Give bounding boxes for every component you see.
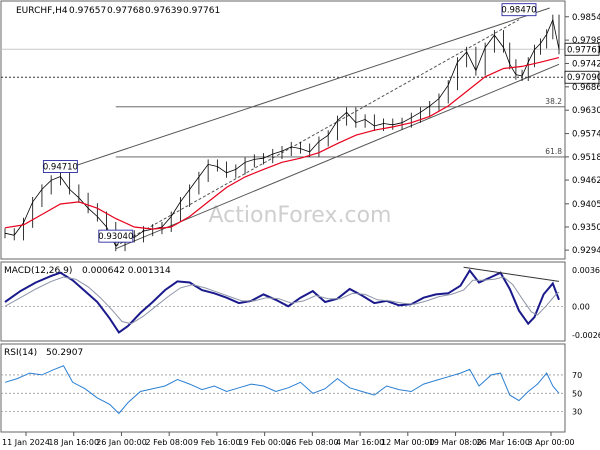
time-tick-label: 4 Mar 16:00 [336,438,384,447]
moving-average-line [4,57,560,230]
price-callout-box [42,160,78,173]
price-callout-box [501,3,537,17]
price-callout-label: 0.93040 [98,232,133,242]
rsi-line [4,365,560,415]
price-callout: 0.93040 [98,229,134,243]
time-tick-label: 19 Feb 00:00 [238,438,290,447]
rsi-tick-label: 50 [572,389,582,398]
price-header: EURCHF,H4 0.97657 0.97768 0.97639 0.9776… [16,6,220,16]
price-header-open: 0.97657 [69,6,106,16]
price-tick-label: 0.94625 [572,176,600,186]
price-callout-box [98,229,134,243]
price-tick-label: 0.92945 [572,246,600,256]
channel-lower-line [115,63,560,250]
price-callout-label: 0.94710 [43,163,78,173]
price-header-symbol: EURCHF,H4 [16,6,68,16]
support-level-label: 0.97090 [567,73,600,83]
macd-line [4,268,560,334]
rsi-header-label: RSI(14) [4,348,37,358]
current-price-label: 0.97761 [567,45,600,55]
channel-upper-line [60,7,550,172]
price-series [4,14,560,252]
time-tick-label: 26 Jan 00:00 [96,438,147,447]
macd-header-label: MACD(12,26,9) [4,266,72,276]
time-tick-label: 26 Mar 16:00 [477,438,530,447]
rsi-axis: 70 50 30 [1,371,582,417]
time-tick-label: 3 Apr 00:00 [527,438,574,447]
price-panel: ActionForex.com EURCHF,H4 0.97657 0.9776… [0,0,600,260]
macd-axis: 0.003634 0.00 -0.002652 [1,266,600,340]
price-callouts: 0.94710 0.93040 0.98470 [42,3,537,243]
support-level-tag [564,70,600,84]
fib-level-label: 38.2 [545,97,562,106]
time-tick-label: 26 Feb 08:00 [286,438,338,447]
channel-mid-line [115,19,520,247]
rsi-header-value: 50.2907 [46,348,83,358]
rsi-series [4,365,560,415]
current-price-tag [564,42,600,56]
price-callout: 0.98470 [501,3,537,17]
macd-tick-label: 0.003634 [572,266,600,275]
price-callout-label: 0.98470 [501,6,536,16]
price-header-high: 0.97768 [107,6,144,16]
time-tick-label: 2 Feb 08:00 [145,438,192,447]
rsi-panel-frame [0,343,566,433]
fib-level-label: 61.8 [545,147,562,156]
rsi-tick-label: 70 [572,371,582,380]
macd-header-values: 0.000642 0.001314 [82,266,171,276]
price-levels: 0.97761 0.97090 38.2 61.8 [1,42,600,158]
rsi-tick-label: 30 [572,408,582,417]
macd-tick-label: -0.002652 [572,331,600,340]
macd-panel: MACD(12,26,9) 0.000642 0.001314 0.003634… [0,261,600,342]
rsi-panel: RSI(14) 50.2907 70 50 30 [0,343,582,433]
price-header-close: 0.97761 [183,6,220,16]
price-channel [60,7,560,250]
watermark: ActionForex.com [209,203,392,228]
time-tick-label: 11 Jan 2024 [2,438,50,447]
macd-signal-line [4,276,560,325]
time-tick-label: 9 Feb 16:00 [193,438,240,447]
price-callout: 0.94710 [42,160,78,173]
price-panel-frame [0,0,566,260]
macd-trendline [463,266,560,282]
time-tick-label: 19 Mar 08:00 [429,438,482,447]
macd-series [4,266,560,334]
macd-tick-label: 0.00 [572,302,590,311]
macd-panel-frame [0,261,566,342]
price-header-low: 0.97639 [145,6,182,16]
price-close-line [4,18,560,247]
time-tick-label: 12 Mar 00:00 [381,438,434,447]
price-tick-label: 0.94055 [572,200,600,210]
time-tick-label: 18 Jan 16:00 [48,438,99,447]
